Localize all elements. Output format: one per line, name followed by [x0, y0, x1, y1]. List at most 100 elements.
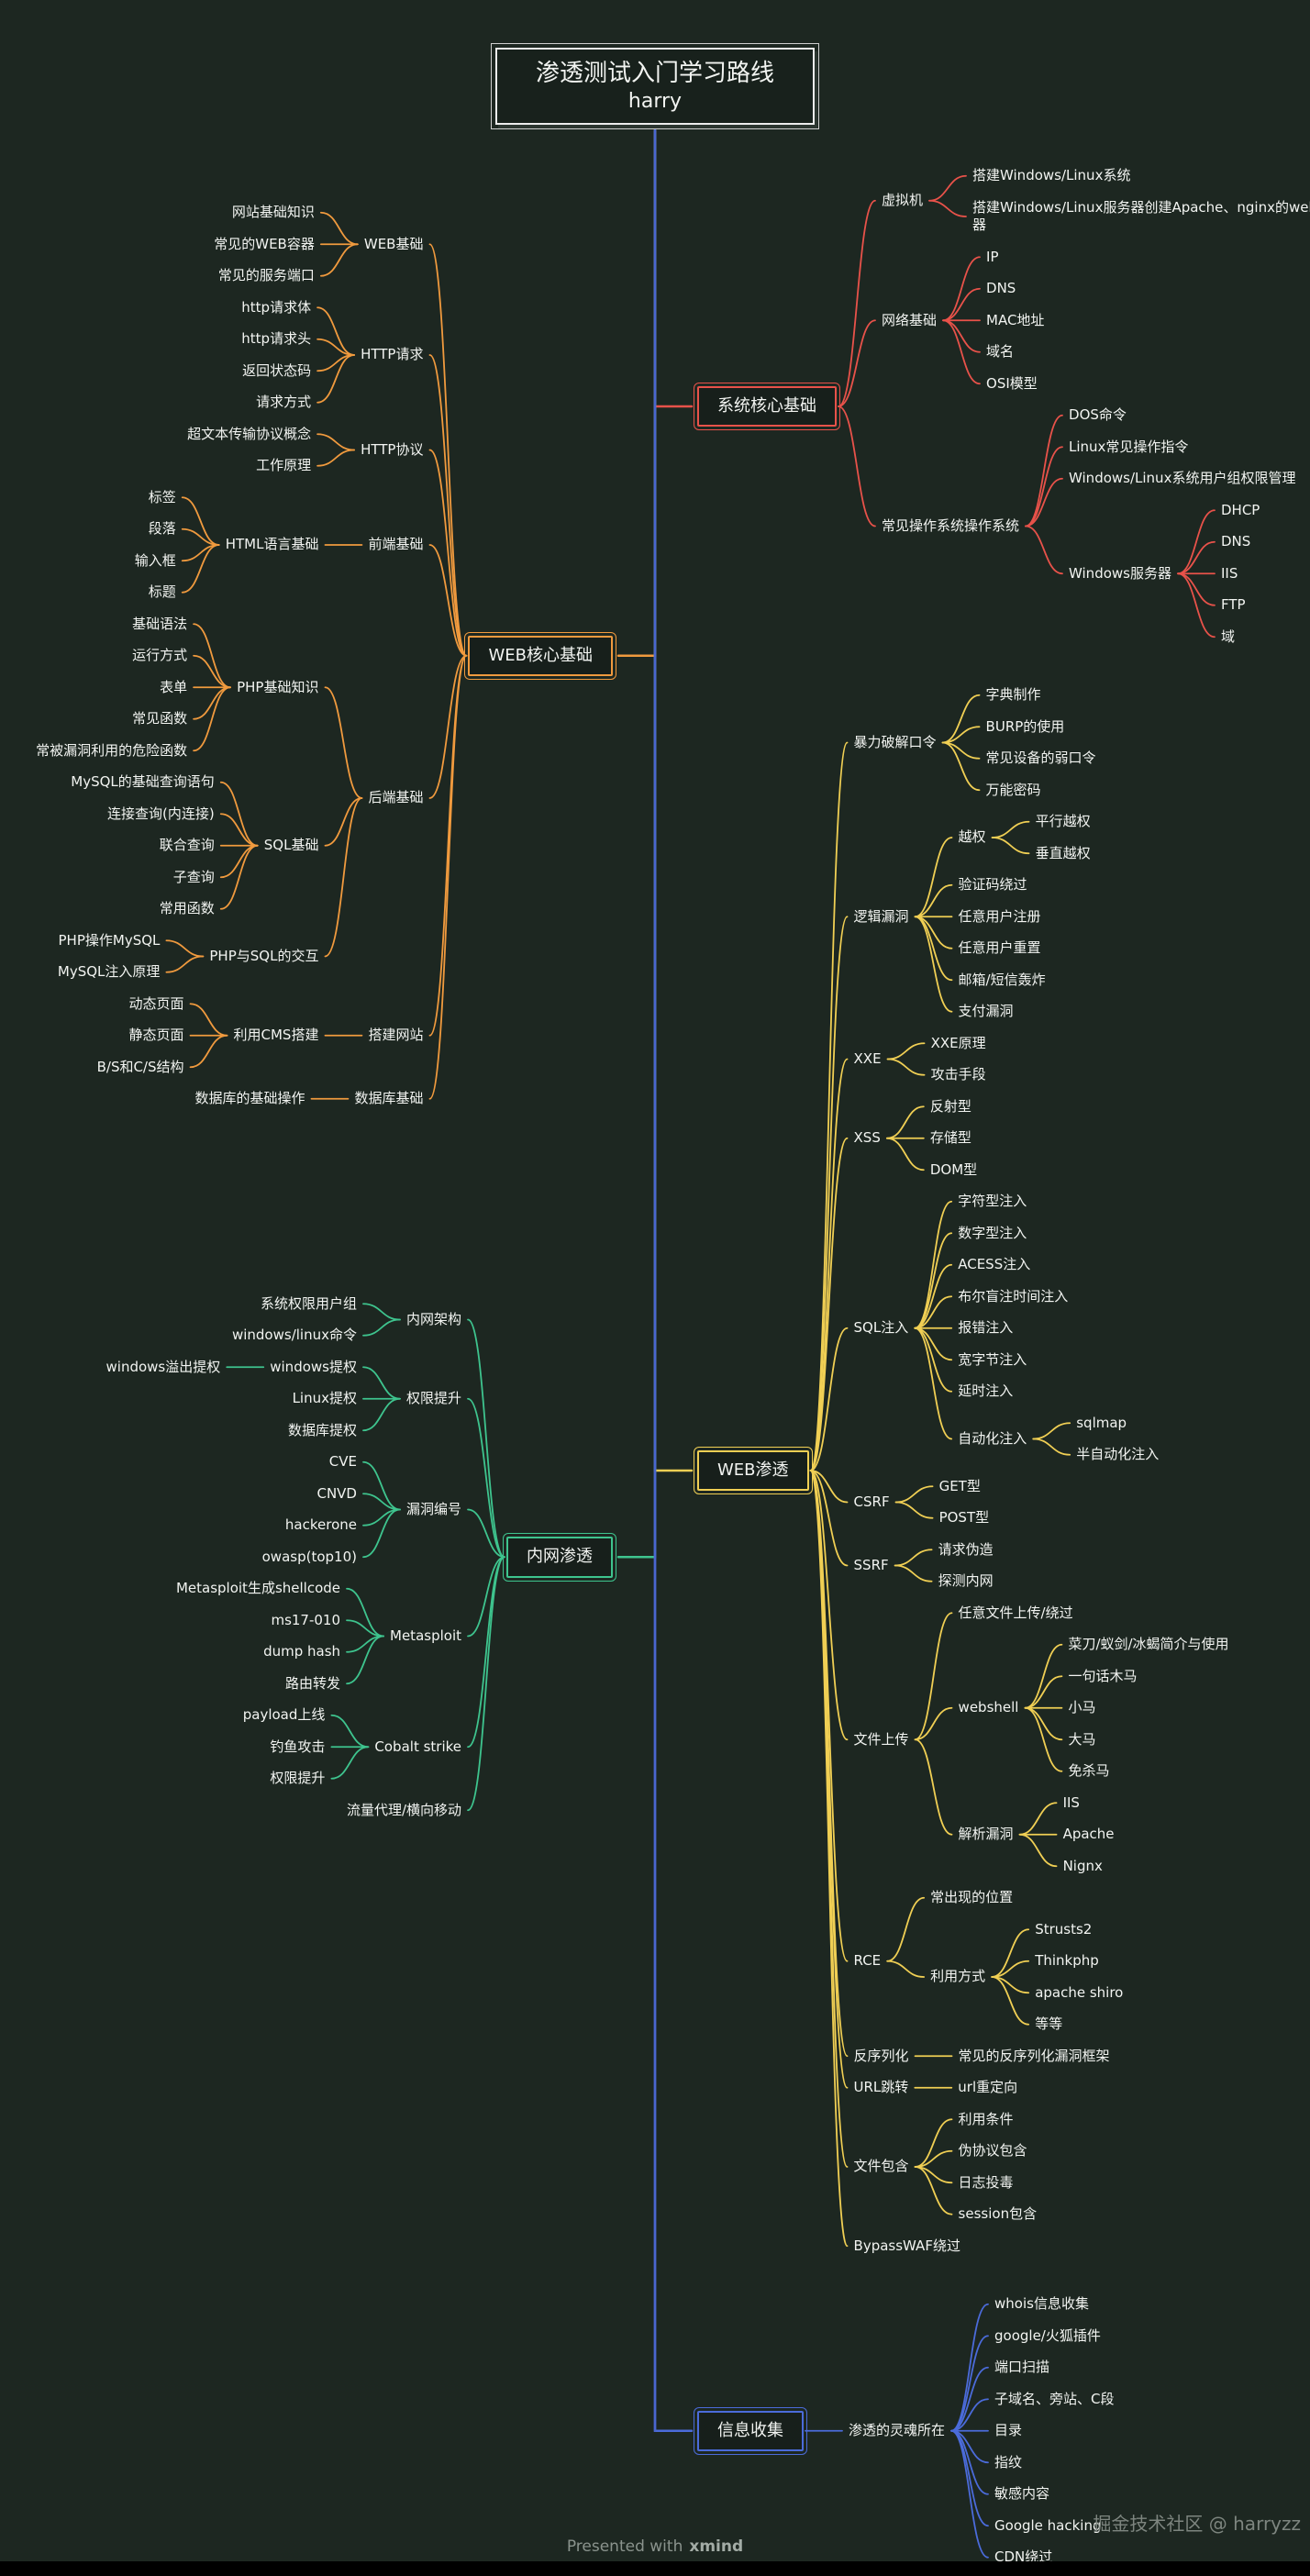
topic-node[interactable]: 日志投毒 [958, 2173, 1014, 2191]
topic-node[interactable]: 输入框 [134, 551, 176, 569]
topic-node[interactable]: Linux提权 [292, 1390, 357, 1406]
topic-node[interactable]: 任意用户重置 [958, 939, 1041, 956]
topic-node[interactable]: 数据库基础 [354, 1090, 424, 1106]
topic-node[interactable]: 自动化注入 [958, 1429, 1027, 1447]
topic-node[interactable]: 动态页面 [128, 994, 184, 1012]
topic-node[interactable]: 解析漏洞 [958, 1826, 1014, 1842]
topic-node[interactable]: 万能密码 [985, 781, 1041, 798]
topic-node[interactable]: 常被漏洞利用的危险函数 [36, 741, 188, 759]
topic-node[interactable]: 段落 [148, 520, 176, 537]
topic-node[interactable]: 敏感内容 [994, 2485, 1050, 2502]
topic-node[interactable]: 域名 [986, 343, 1015, 360]
topic-node[interactable]: 表单 [160, 678, 188, 695]
topic-node[interactable]: 文件上传 [853, 1730, 909, 1748]
topic-node[interactable]: PHP与SQL的交互 [209, 947, 319, 964]
topic-node[interactable]: 半自动化注入 [1076, 1446, 1160, 1462]
topic-node[interactable]: ACESS注入 [958, 1256, 1031, 1272]
topic-node[interactable]: 字符型注入 [958, 1193, 1027, 1209]
topic-node[interactable]: 网络基础 [882, 311, 938, 328]
topic-node[interactable]: 路由转发 [285, 1674, 341, 1692]
topic-node[interactable]: FTP [1220, 596, 1246, 613]
topic-node[interactable]: 连接查询(内连接) [107, 805, 215, 822]
topic-node[interactable]: apache shiro [1035, 1983, 1124, 2001]
topic-node[interactable]: 端口扫描 [994, 2359, 1050, 2375]
topic-node[interactable]: 流量代理/横向移动 [346, 1801, 461, 1818]
topic-node[interactable]: 虚拟机 [882, 192, 924, 208]
topic-node[interactable]: 攻击手段 [930, 1066, 986, 1083]
topic-node[interactable]: 常见函数 [132, 710, 188, 727]
topic-node[interactable]: webshell [958, 1699, 1019, 1715]
topic-node[interactable]: 字典制作 [985, 686, 1041, 703]
main-topic-web-pentest[interactable]: WEB渗透 [694, 1446, 813, 1495]
topic-node[interactable]: ms17-010 [271, 1611, 341, 1628]
topic-node[interactable]: GET型 [938, 1477, 981, 1494]
topic-node[interactable]: CNVD [316, 1484, 357, 1502]
root-topic[interactable]: 渗透测试入门学习路线 harry [490, 43, 820, 129]
topic-node[interactable]: Linux常见操作指令 [1069, 438, 1189, 455]
topic-node[interactable]: 验证码绕过 [958, 876, 1027, 893]
main-topic-info-gathering[interactable]: 信息收集 [694, 2406, 807, 2455]
topic-node[interactable]: 常见设备的弱口令 [985, 749, 1096, 766]
topic-node[interactable]: 网站基础知识 [231, 204, 315, 220]
topic-node[interactable]: BURP的使用 [985, 717, 1065, 735]
topic-node[interactable]: XXE原理 [930, 1034, 986, 1051]
topic-node[interactable]: OSI模型 [986, 374, 1038, 392]
topic-node[interactable]: windows/linux命令 [231, 1327, 357, 1343]
topic-node[interactable]: 常见的WEB容器 [214, 235, 315, 252]
topic-node[interactable]: 平行越权 [1035, 813, 1091, 829]
topic-node[interactable]: 内网架构 [405, 1310, 461, 1327]
topic-node[interactable]: 逻辑漏洞 [853, 907, 909, 925]
topic-node[interactable]: 延时注入 [958, 1382, 1014, 1399]
topic-node[interactable]: CVE [328, 1453, 357, 1470]
topic-node[interactable]: 子查询 [172, 868, 215, 885]
topic-node[interactable]: 前端基础 [368, 536, 424, 553]
topic-node[interactable]: sqlmap [1076, 1414, 1127, 1431]
topic-node[interactable]: 请求伪造 [938, 1540, 994, 1558]
topic-node[interactable]: 搭建网站 [368, 1027, 424, 1043]
topic-node[interactable]: IP [986, 248, 999, 265]
topic-node[interactable]: 超文本传输协议概念 [187, 425, 312, 442]
topic-node[interactable]: 布尔盲注时间注入 [958, 1287, 1069, 1305]
topic-node[interactable]: XXE [853, 1049, 882, 1067]
topic-node[interactable]: 工作原理 [256, 457, 312, 473]
topic-node[interactable]: url重定向 [958, 2079, 1018, 2095]
topic-node[interactable]: 反序列化 [853, 2047, 909, 2064]
topic-node[interactable]: Nignx [1062, 1857, 1103, 1874]
topic-node[interactable]: CDN绕过 [994, 2548, 1053, 2565]
topic-node[interactable]: B/S和C/S结构 [96, 1058, 184, 1075]
topic-node[interactable]: PHP操作MySQL [58, 931, 161, 949]
topic-node[interactable]: PHP基础知识 [237, 678, 319, 695]
topic-node[interactable]: 权限提升 [405, 1390, 461, 1406]
topic-node[interactable]: 数字型注入 [958, 1224, 1027, 1241]
topic-node[interactable]: 权限提升 [270, 1770, 326, 1786]
topic-node[interactable]: Strusts2 [1035, 1920, 1093, 1938]
main-topic-web-core-basics[interactable]: WEB核心基础 [464, 631, 616, 680]
topic-node[interactable]: IIS [1062, 1793, 1080, 1811]
topic-node[interactable]: 系统权限用户组 [260, 1294, 357, 1312]
topic-node[interactable]: Metasploit生成shellcode [175, 1580, 341, 1596]
topic-node[interactable]: 支付漏洞 [958, 1003, 1014, 1019]
topic-node[interactable]: 目录 [994, 2422, 1023, 2438]
topic-node[interactable]: Apache [1062, 1826, 1115, 1842]
topic-node[interactable]: 搭建Windows/Linux服务器创建Apache、nginx的web容器 [972, 198, 1310, 234]
topic-node[interactable]: SQL注入 [853, 1319, 909, 1336]
topic-node[interactable]: WEB基础 [363, 235, 424, 252]
topic-node[interactable]: 文件包含 [853, 2158, 909, 2175]
topic-node[interactable]: Cobalt strike [374, 1738, 461, 1755]
main-topic-intranet-pentest[interactable]: 内网渗透 [503, 1533, 616, 1582]
topic-node[interactable]: RCE [853, 1952, 882, 1969]
topic-node[interactable]: 反射型 [929, 1097, 971, 1115]
topic-node[interactable]: 数据库提权 [287, 1421, 357, 1438]
topic-node[interactable]: HTTP协议 [361, 440, 424, 458]
topic-node[interactable]: 数据库的基础操作 [194, 1090, 305, 1106]
topic-node[interactable]: 伪协议包含 [958, 2142, 1027, 2159]
topic-node[interactable]: windows溢出提权 [105, 1358, 221, 1375]
topic-node[interactable]: HTTP请求 [361, 346, 424, 363]
topic-node[interactable]: google/火狐插件 [994, 2326, 1101, 2344]
topic-node[interactable]: BypassWAF绕过 [853, 2237, 960, 2254]
topic-node[interactable]: MySQL的基础查询语句 [71, 773, 215, 790]
topic-node[interactable]: 联合查询 [159, 837, 215, 853]
topic-node[interactable]: POST型 [938, 1509, 990, 1526]
topic-node[interactable]: 标签 [148, 488, 176, 505]
topic-node[interactable]: 报错注入 [958, 1319, 1014, 1336]
